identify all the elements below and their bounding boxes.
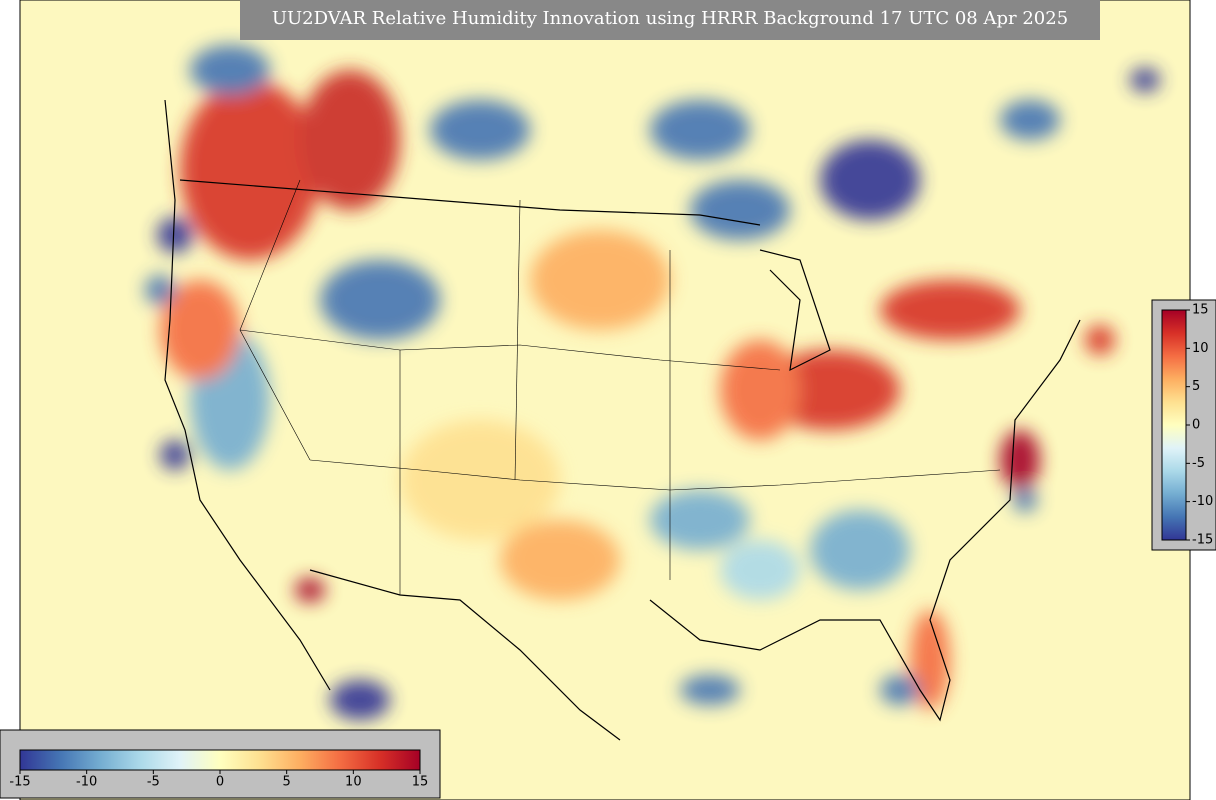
field [145,45,1160,720]
map [19,0,1191,800]
tick-label: 0 [1192,418,1200,433]
colorbar-right [1151,299,1216,551]
tick-label: 15 [412,775,429,790]
tick-label: -15 [9,775,30,790]
tick-label: 10 [345,775,362,790]
tick-label: 5 [1192,379,1200,394]
colorbar-bar [19,749,421,771]
colorbar-bar [1161,309,1187,541]
tick-label: -5 [147,775,160,790]
boundaries [164,99,1081,741]
tick-label: -15 [1192,533,1213,548]
title: UU2DVAR Relative Humidity Innovation usi… [272,8,1068,29]
state-lines [239,179,1001,595]
tick-label: -5 [1192,456,1205,471]
tick-label: 5 [283,775,291,790]
tick-label: 0 [216,775,224,790]
colorbar-bottom [0,729,441,799]
tick-label: 10 [1192,341,1209,356]
tick-label: 15 [1192,303,1209,318]
tick-label: -10 [76,775,97,790]
title-box [240,0,1100,40]
tick-label: -10 [1192,494,1213,509]
